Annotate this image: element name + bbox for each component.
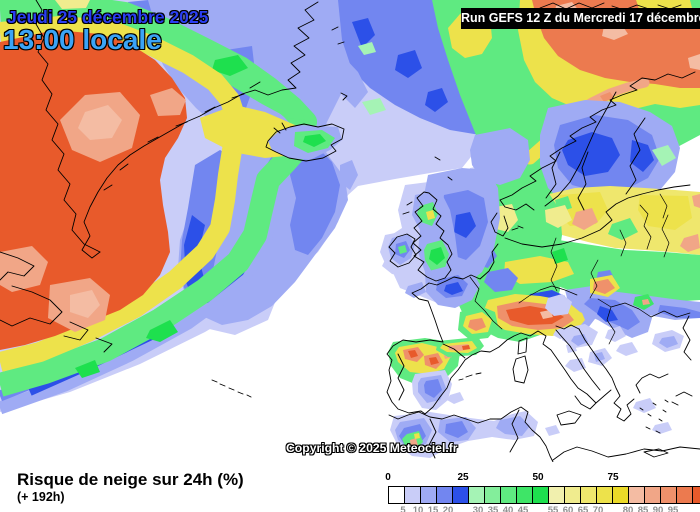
- copyright-label: Copyright © 2025 Meteociel.fr: [286, 441, 458, 455]
- legend-color-cell: [692, 486, 700, 504]
- legend-color-cell: [660, 486, 677, 504]
- greenland-west-coast: [35, 0, 101, 253]
- iceland-coast: [265, 122, 345, 162]
- legend-tick-minor: 40: [502, 505, 514, 512]
- british-isles-field: [388, 168, 500, 285]
- legend-tick-major: 50: [532, 472, 544, 483]
- legend-tick-minor: 90: [652, 505, 664, 512]
- aegean-islands: [639, 399, 669, 434]
- mediterranean-islands: [458, 337, 582, 426]
- color-scale-legend: 0 25 50 75 5 10 15 20 30 35 40 45 55 60 65 70 80 85 90 95: [385, 472, 700, 512]
- model-run-label: Run GEFS 12 Z du Mercredi 17 décembre: [461, 8, 700, 29]
- legend-color-cell: [548, 486, 565, 504]
- legend-tick-minor: 95: [667, 505, 679, 512]
- greenland-fjords: [103, 26, 345, 191]
- legend-color-cell: [516, 486, 533, 504]
- legend-color-cell: [532, 486, 549, 504]
- color-scale-bar: [388, 486, 700, 504]
- legend-color-cell: [436, 486, 453, 504]
- legend-tick-minor: 5: [400, 505, 406, 512]
- baltic-coast: [504, 151, 691, 248]
- legend-color-cell: [676, 486, 693, 504]
- legend-color-cell: [500, 486, 517, 504]
- legend-tick-minor: 30: [472, 505, 484, 512]
- france-ne-blues: [405, 265, 480, 308]
- legend-color-cell: [628, 486, 645, 504]
- azores-islands: [211, 379, 252, 398]
- scandinavia-borders: [544, 91, 646, 207]
- greenland-east-coast: [81, 1, 319, 259]
- legend-color-cell: [388, 486, 405, 504]
- legend-tick-minor: 85: [637, 505, 649, 512]
- north-africa-field: [390, 411, 560, 458]
- weather-map: [0, 0, 700, 462]
- legend-tick-minor: 35: [487, 505, 499, 512]
- coastlines: [0, 0, 700, 462]
- legend-tick-minor: 55: [547, 505, 559, 512]
- carpathians-balkans-field: [545, 275, 684, 434]
- black-sea-coast: [671, 315, 693, 406]
- legend-tick-minor: 80: [622, 505, 634, 512]
- labrador-coast: [0, 251, 113, 353]
- valid-date-label: Jeudi 25 décembre 2025: [7, 7, 209, 27]
- legend-tick-minor: 65: [577, 505, 589, 512]
- norway-coast: [499, 71, 696, 211]
- legend-tick-major: 75: [607, 472, 619, 483]
- iceland-field: [268, 125, 342, 160]
- france-coast: [411, 243, 499, 343]
- legend-color-cell: [564, 486, 581, 504]
- legend-color-cell: [468, 486, 485, 504]
- italy-coast: [520, 324, 612, 410]
- legend-color-cell: [580, 486, 597, 504]
- legend-color-cell: [612, 486, 629, 504]
- europe-borders: [469, 193, 691, 345]
- legend-tick-major: 25: [457, 472, 469, 483]
- jan-mayen: [340, 92, 348, 101]
- legend-tick-minor: 60: [562, 505, 574, 512]
- atlantic-high-risk-mass: [0, 0, 327, 415]
- iberia-field: [388, 337, 484, 410]
- legend-tick-major: 0: [385, 472, 391, 483]
- legend-color-cell: [596, 486, 613, 504]
- legend-tick-minor: 70: [592, 505, 604, 512]
- legend-color-cell: [484, 486, 501, 504]
- great-britain-coast: [402, 156, 453, 282]
- forecast-lead-time: (+ 192h): [17, 490, 65, 504]
- legend-color-cell: [452, 486, 469, 504]
- legend-tick-minor: 45: [517, 505, 529, 512]
- africa-coast: [388, 406, 700, 462]
- legend-color-cell: [404, 486, 421, 504]
- map-parameter-title: Risque de neige sur 24h (%): [17, 470, 244, 489]
- ireland-coast: [388, 233, 417, 268]
- legend-color-cell: [644, 486, 661, 504]
- iberia-coast: [386, 332, 522, 415]
- legend-tick-minor: 15: [427, 505, 439, 512]
- valid-time-label: 13:00 locale: [3, 24, 162, 55]
- legend-tick-minor: 10: [412, 505, 424, 512]
- denmark-coast: [490, 212, 524, 237]
- legend-tick-minor: 20: [442, 505, 454, 512]
- legend-color-cell: [420, 486, 437, 504]
